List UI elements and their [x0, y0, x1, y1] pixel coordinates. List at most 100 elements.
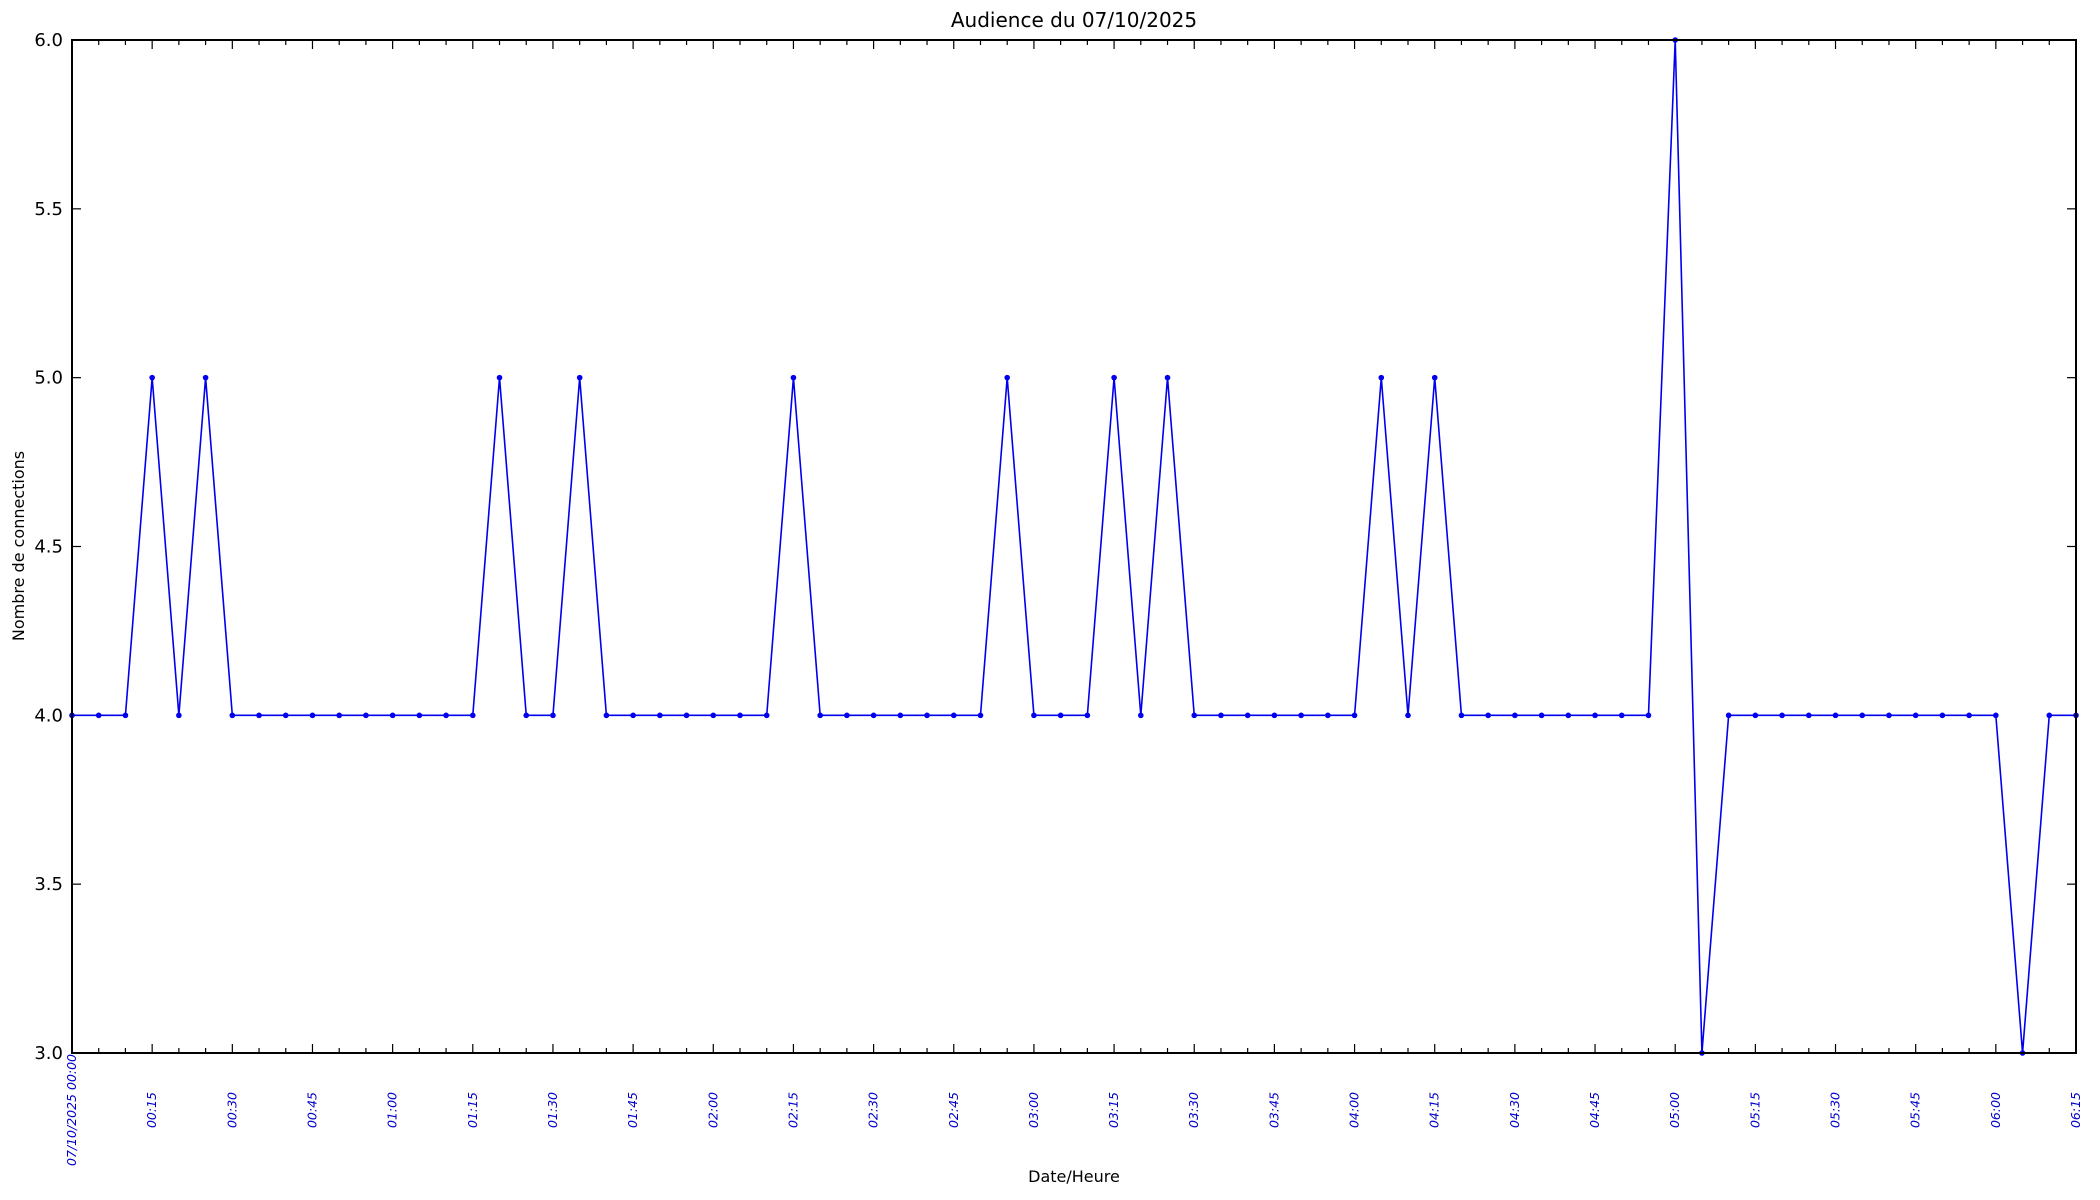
data-point — [870, 712, 877, 719]
x-axis-label: Date/Heure — [1028, 1167, 1120, 1186]
data-point — [1966, 712, 1972, 719]
data-point — [1886, 712, 1892, 719]
x-tick-label: 01:15 — [465, 1092, 480, 1128]
data-point — [470, 712, 476, 719]
data-point — [202, 374, 209, 381]
x-tick-label: 03:45 — [1266, 1092, 1281, 1128]
x-tick-labels: 07/10/2025 00:00 00:15 00:30 00:45 01:00 01:1… — [64, 1054, 2083, 1166]
data-point — [1859, 712, 1866, 719]
data-point — [1752, 712, 1759, 719]
y-axis-label: Nombre de connections — [9, 451, 28, 641]
data-point — [950, 712, 957, 719]
data-point — [657, 712, 663, 719]
x-tick-label: 07/10/2025 00:00 — [64, 1054, 79, 1166]
x-tick-label: 02:00 — [705, 1092, 720, 1128]
data-point — [1164, 374, 1171, 381]
data-point — [1832, 712, 1839, 719]
data-point — [817, 712, 823, 719]
data-point — [416, 712, 423, 719]
data-point — [1218, 712, 1224, 719]
data-point — [176, 712, 182, 719]
x-tick-label: 02:15 — [785, 1092, 800, 1128]
x-tick-label: 04:30 — [1507, 1092, 1522, 1128]
x-tick-label: 04:00 — [1347, 1092, 1362, 1128]
data-point — [496, 374, 503, 381]
x-tick-label: 03:00 — [1026, 1092, 1041, 1128]
data-point — [1111, 374, 1117, 381]
x-tick-label: 03:30 — [1186, 1092, 1201, 1128]
data-point — [2046, 712, 2053, 719]
data-point — [1725, 712, 1732, 719]
x-tick-label: 01:45 — [625, 1092, 640, 1128]
data-point — [1618, 712, 1625, 719]
data-point — [897, 712, 904, 719]
data-point — [763, 712, 770, 719]
y-tick-label: 5.0 — [34, 368, 63, 389]
x-tick-label: 05:00 — [1667, 1092, 1682, 1128]
y-tick-label: 6.0 — [34, 30, 63, 51]
x-tick-label: 00:30 — [224, 1092, 239, 1128]
chart-title: Audience du 07/10/2025 — [951, 8, 1197, 32]
x-tick-label: 05:30 — [1828, 1092, 1843, 1128]
data-point — [576, 374, 583, 381]
data-point — [122, 712, 129, 719]
x-tick-label: 05:45 — [1908, 1092, 1923, 1128]
y-tick-label: 3.0 — [34, 1043, 63, 1064]
data-point — [737, 712, 743, 719]
data-point — [1912, 712, 1919, 719]
plot-border — [71, 39, 2077, 1054]
data-point — [603, 712, 610, 719]
y-tick-label: 4.0 — [34, 705, 63, 726]
data-point — [1378, 374, 1385, 381]
data-point — [1538, 712, 1545, 719]
data-point — [1565, 712, 1572, 719]
data-point — [1138, 712, 1144, 719]
data-point — [1351, 712, 1358, 719]
data-point — [1485, 712, 1491, 719]
data-point — [1405, 712, 1411, 719]
x-tick-label: 03:15 — [1106, 1092, 1121, 1128]
data-point — [683, 712, 690, 719]
data-point — [1084, 712, 1091, 719]
data-point — [1779, 712, 1785, 719]
x-tick-label: 04:15 — [1427, 1092, 1442, 1128]
data-point — [256, 712, 262, 719]
data-point — [1458, 712, 1465, 719]
x-tick-label: 01:00 — [385, 1092, 400, 1128]
data-point — [630, 712, 636, 719]
data-point — [977, 712, 984, 719]
data-point — [1806, 712, 1812, 719]
data-point — [523, 712, 530, 719]
x-tick-label: 06:00 — [1988, 1092, 2003, 1128]
data-point — [1004, 374, 1010, 381]
data-point — [1645, 712, 1652, 719]
data-point — [1057, 712, 1064, 719]
data-point — [710, 712, 717, 719]
x-tick-label: 06:15 — [2068, 1092, 2083, 1128]
x-tick-label: 02:30 — [866, 1092, 881, 1128]
data-point — [1325, 712, 1331, 719]
y-tick-labels: 3.0 3.5 4.0 4.5 5.0 5.5 6.0 — [34, 30, 63, 1064]
data-point — [1244, 712, 1251, 719]
data-point — [1512, 712, 1518, 719]
data-point — [149, 374, 155, 381]
data-point — [790, 374, 797, 381]
x-tick-label: 00:45 — [304, 1092, 319, 1128]
data-point — [363, 712, 369, 719]
x-tick-label: 00:15 — [144, 1092, 159, 1128]
data-point — [443, 712, 449, 719]
data-point — [1939, 712, 1946, 719]
x-tick-label: 04:45 — [1587, 1092, 1602, 1128]
data-point — [1993, 712, 1999, 719]
data-point — [282, 712, 289, 719]
data-point — [1592, 712, 1598, 719]
data-point — [309, 712, 316, 719]
data-point — [389, 712, 396, 719]
x-tick-label: 05:15 — [1747, 1092, 1762, 1128]
data-point — [336, 712, 343, 719]
data-point — [1298, 712, 1304, 719]
data-point — [95, 712, 102, 719]
data-point — [1191, 712, 1198, 719]
x-tick-label: 02:45 — [946, 1092, 961, 1128]
